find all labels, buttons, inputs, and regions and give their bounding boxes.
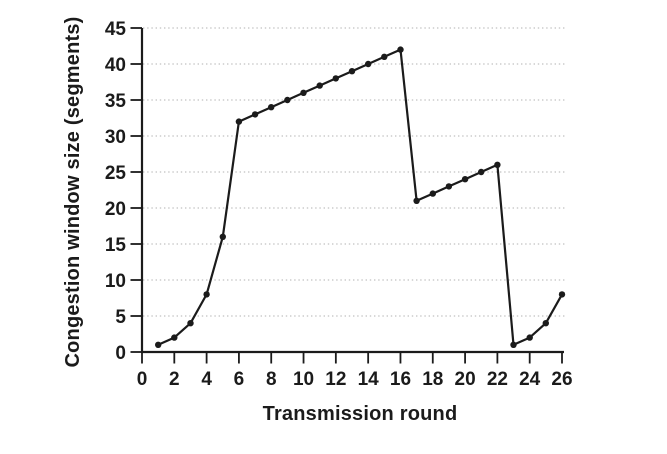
x-axis-tick-labels: 0 2 4 6 8 10 12 14 16 18 20 22 24 26 <box>137 369 573 390</box>
data-point-markers <box>155 46 566 348</box>
data-point-round-22 <box>494 161 501 168</box>
data-point-round-1 <box>155 341 162 348</box>
x-tick-label-12: 12 <box>325 369 346 390</box>
x-tick-label-14: 14 <box>358 369 380 390</box>
data-point-round-15 <box>381 53 388 60</box>
x-axis-title: Transmission round <box>263 403 458 425</box>
x-tick-label-22: 22 <box>487 369 508 390</box>
y-axis-tick-marks <box>130 27 142 353</box>
data-point-round-2 <box>171 334 178 341</box>
data-point-round-9 <box>284 96 291 104</box>
y-tick-label-5: 5 <box>115 307 126 328</box>
data-point-round-19 <box>445 183 453 190</box>
data-point-round-26 <box>558 291 566 298</box>
x-tick-label-16: 16 <box>390 369 411 390</box>
y-tick-label-0: 0 <box>115 343 126 364</box>
y-tick-label-30: 30 <box>105 127 126 148</box>
x-tick-label-10: 10 <box>293 369 314 390</box>
data-point-round-14 <box>365 60 372 68</box>
y-tick-label-15: 15 <box>105 235 127 256</box>
y-tick-label-10: 10 <box>105 271 126 292</box>
y-tick-label-25: 25 <box>105 163 127 184</box>
x-tick-label-2: 2 <box>169 369 180 390</box>
data-point-round-4 <box>203 291 210 298</box>
axes <box>140 28 564 354</box>
data-point-round-10 <box>300 89 307 97</box>
data-point-round-21 <box>478 168 485 176</box>
data-point-round-17 <box>413 197 420 204</box>
x-tick-label-0: 0 <box>137 369 148 390</box>
y-tick-label-20: 20 <box>105 199 126 220</box>
x-tick-label-24: 24 <box>519 369 541 390</box>
data-point-round-24 <box>526 334 533 341</box>
data-point-round-3 <box>187 320 194 327</box>
x-tick-label-20: 20 <box>455 369 476 390</box>
x-tick-label-18: 18 <box>422 369 443 390</box>
data-point-round-23 <box>510 341 517 348</box>
data-point-round-6 <box>235 118 243 125</box>
x-tick-label-26: 26 <box>551 369 572 390</box>
y-tick-label-40: 40 <box>105 55 126 76</box>
data-point-round-11 <box>316 82 323 89</box>
data-point-round-25 <box>542 320 549 327</box>
data-series-line <box>157 48 563 346</box>
y-axis-tick-labels: 0 5 10 15 20 25 30 35 40 45 <box>105 19 127 364</box>
data-point-round-8 <box>268 104 275 111</box>
y-tick-label-45: 45 <box>105 19 127 40</box>
data-point-round-12 <box>332 75 339 82</box>
y-tick-label-35: 35 <box>105 91 127 112</box>
x-axis-tick-marks <box>141 352 563 364</box>
x-tick-label-6: 6 <box>234 369 245 390</box>
data-point-round-20 <box>461 176 469 183</box>
data-point-round-18 <box>429 190 436 197</box>
y-axis-title: Congestion window size (segments) <box>62 16 84 367</box>
data-point-round-13 <box>348 68 356 75</box>
data-point-round-16 <box>397 46 404 53</box>
x-tick-label-4: 4 <box>201 369 212 390</box>
data-point-round-5 <box>219 233 226 240</box>
data-point-round-7 <box>251 111 259 118</box>
x-tick-label-8: 8 <box>266 369 277 390</box>
gridlines <box>143 27 567 317</box>
